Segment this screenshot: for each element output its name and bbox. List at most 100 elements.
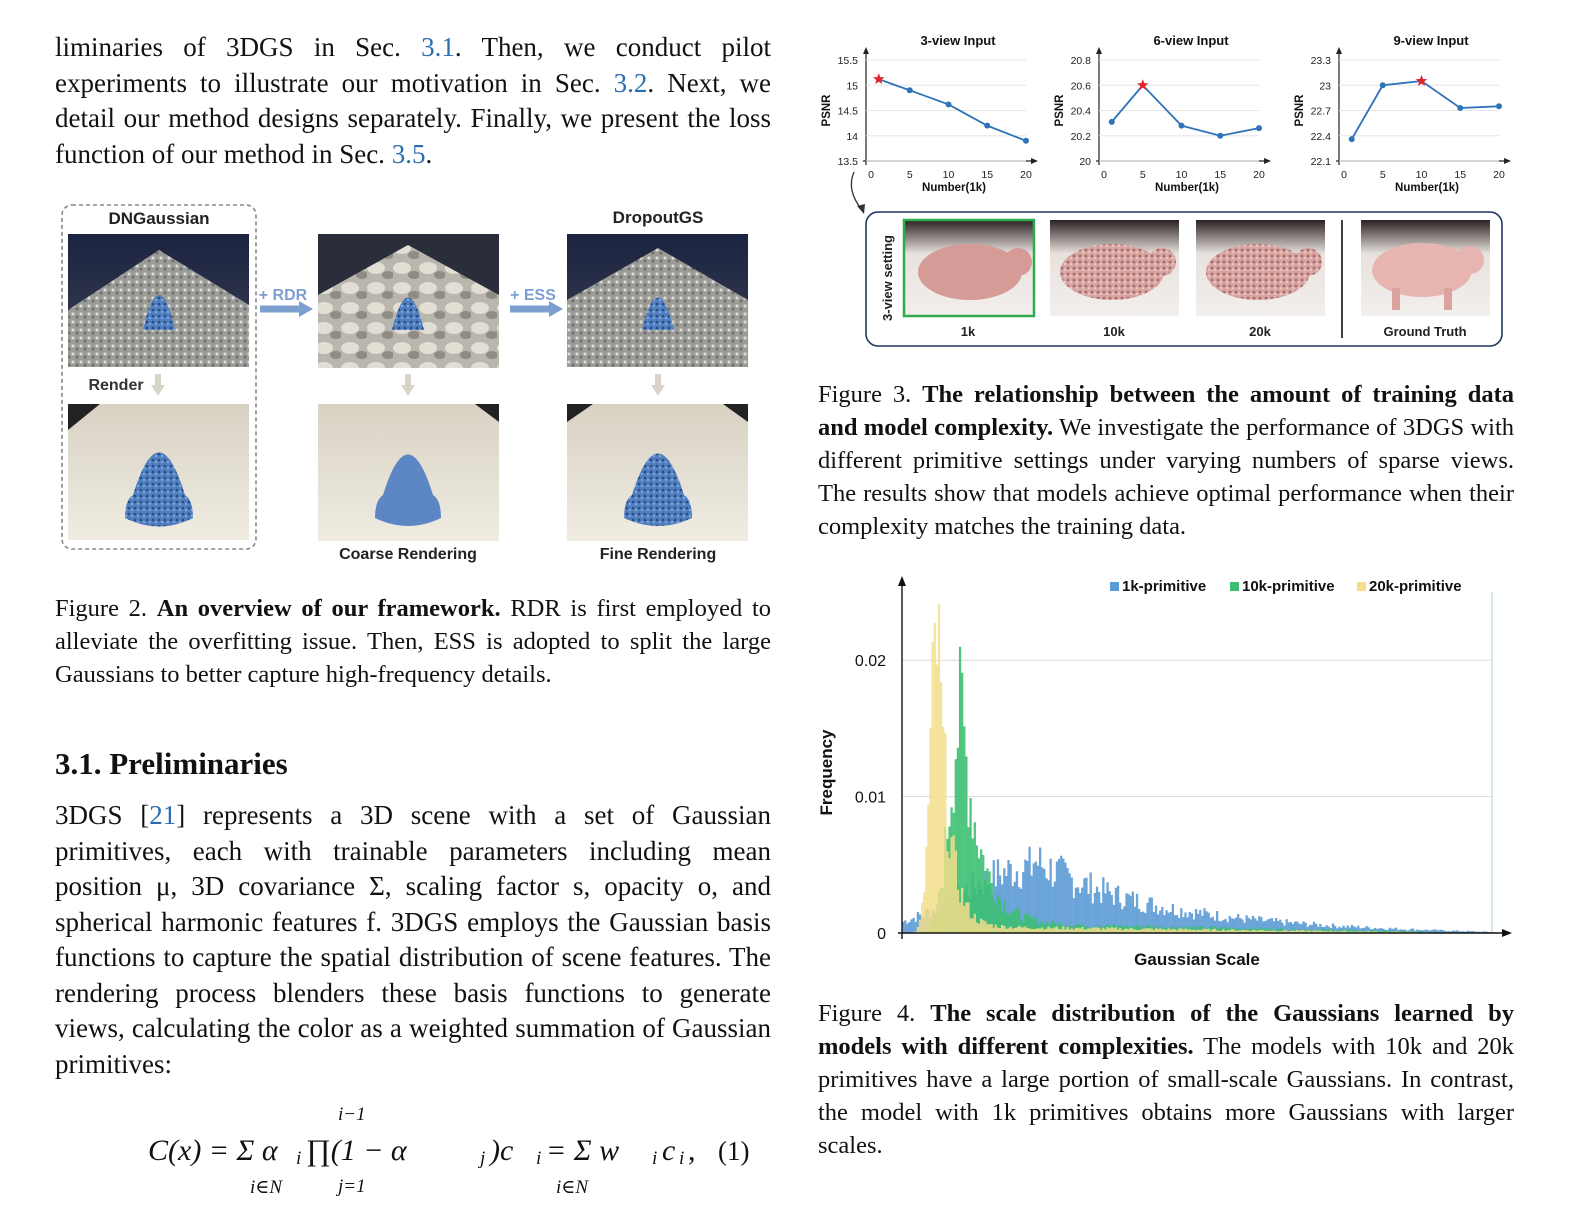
- dropoutgs-label: DropoutGS: [613, 208, 704, 227]
- hist-bar: [1270, 930, 1274, 933]
- fine-rendering-label: Fine Rendering: [600, 546, 716, 563]
- hist-bar: [1293, 921, 1297, 933]
- data-point: [1457, 104, 1464, 111]
- hist-bar: [1401, 929, 1404, 933]
- hist-bar: [1473, 931, 1476, 933]
- hist-bar: [1178, 928, 1181, 933]
- hist-bar: [1237, 930, 1240, 933]
- thumb-20k-image: [1196, 220, 1325, 316]
- hist-bar: [1272, 921, 1276, 933]
- hist-bar: [1359, 928, 1362, 933]
- hist-bar: [1133, 906, 1137, 933]
- hist-bar: [1209, 917, 1212, 933]
- hist-bar: [1199, 929, 1202, 933]
- hist-bar: [1104, 929, 1107, 933]
- hist-bar: [1481, 931, 1484, 933]
- hist-bar: [1045, 878, 1048, 933]
- hist-bar: [1129, 895, 1132, 933]
- hist-bar: [1346, 925, 1349, 933]
- hist-bar: [1041, 867, 1044, 933]
- hist-bar: [1277, 931, 1280, 933]
- hist-bar: [1180, 908, 1183, 933]
- hist-bar: [1097, 891, 1101, 933]
- hist-bar: [1374, 931, 1377, 933]
- hist-bar: [923, 892, 926, 933]
- hist-bar: [1038, 928, 1042, 933]
- hist-bar: [1017, 910, 1021, 933]
- hist-bar: [1011, 912, 1014, 933]
- hist-bar: [1245, 915, 1248, 933]
- hist-bar: [1201, 926, 1204, 933]
- hist-bar: [1308, 930, 1311, 933]
- hist-bar: [1020, 888, 1023, 933]
- hist-bar: [1057, 858, 1061, 933]
- hist-bar: [1005, 876, 1008, 933]
- hist-bar: [948, 858, 951, 933]
- hist-bar: [1154, 905, 1158, 933]
- hist-bar: [1045, 921, 1048, 933]
- hist-bar: [1085, 929, 1088, 933]
- sec-link-3-5[interactable]: 3.5: [391, 138, 426, 169]
- hist-bar: [1274, 917, 1278, 933]
- sec-link-3-2[interactable]: 3.2: [613, 67, 648, 98]
- hist-bar: [1007, 928, 1010, 933]
- x-tick-label: 5: [1380, 169, 1386, 181]
- hist-bar: [1169, 911, 1172, 933]
- hist-bar: [1022, 927, 1025, 933]
- hist-bar: [1093, 892, 1097, 933]
- hist-bar: [1323, 931, 1326, 933]
- hist-bar: [1112, 928, 1116, 933]
- hist-bar: [1087, 928, 1090, 933]
- hist-bar: [1348, 929, 1352, 933]
- hist-bar: [1367, 931, 1370, 933]
- hist-bar: [1053, 881, 1057, 933]
- hist-bar: [1380, 928, 1383, 933]
- hist-bar: [1342, 930, 1345, 933]
- hist-bar: [1247, 917, 1250, 933]
- ref-link-21[interactable]: 21: [149, 800, 177, 830]
- hist-bar: [942, 727, 945, 933]
- hist-bar: [1430, 929, 1434, 933]
- section-title: 3.1. Preliminaries: [55, 746, 288, 781]
- hist-bar: [1315, 930, 1318, 933]
- dngaussian-render-image: [68, 404, 249, 540]
- hist-bar: [1081, 887, 1084, 933]
- hist-bar: [1148, 928, 1151, 933]
- x-tick-label: 10: [943, 169, 955, 181]
- hist-bar: [1258, 930, 1261, 933]
- hist-bar: [1180, 928, 1183, 933]
- hist-bar: [1076, 927, 1080, 933]
- hist-bar: [1060, 929, 1063, 933]
- hist-bar: [1121, 926, 1124, 933]
- x-axis-label: Number(1k): [922, 182, 986, 194]
- hist-bar: [1043, 929, 1046, 933]
- hist-bar: [1066, 926, 1069, 933]
- hist-bar: [1336, 931, 1339, 933]
- y-tick-label: 0.02: [855, 653, 886, 670]
- hist-bar: [1036, 928, 1040, 933]
- hist-bar: [1222, 920, 1225, 933]
- hist-bar: [1352, 926, 1356, 933]
- hist-bar: [1022, 872, 1025, 933]
- hist-bar: [1291, 930, 1295, 933]
- data-point: [906, 87, 913, 94]
- hist-bar: [1026, 860, 1029, 933]
- hist-bar: [1268, 930, 1271, 933]
- left-column: liminaries of 3DGS in Sec. 3.1. Then, we…: [55, 30, 771, 172]
- hist-bar: [1104, 893, 1107, 933]
- hist-bar: [961, 888, 964, 933]
- hist-bar: [961, 672, 964, 933]
- hist-bar: [1030, 929, 1033, 933]
- hist-bar: [1032, 919, 1035, 933]
- hist-bar: [1281, 922, 1284, 933]
- hist-bar: [1390, 928, 1394, 933]
- hist-bar: [1289, 921, 1293, 933]
- hist-bar: [1302, 921, 1305, 933]
- y-axis-arrow-icon: [898, 576, 906, 586]
- hist-bar: [969, 918, 972, 933]
- hist-bar: [1253, 918, 1257, 933]
- sec-link-3-1[interactable]: 3.1: [421, 32, 455, 62]
- hist-bar: [1020, 927, 1023, 933]
- legend-entry: 10k-primitive: [1242, 578, 1335, 595]
- thumb-label-20k: 20k: [1249, 324, 1271, 339]
